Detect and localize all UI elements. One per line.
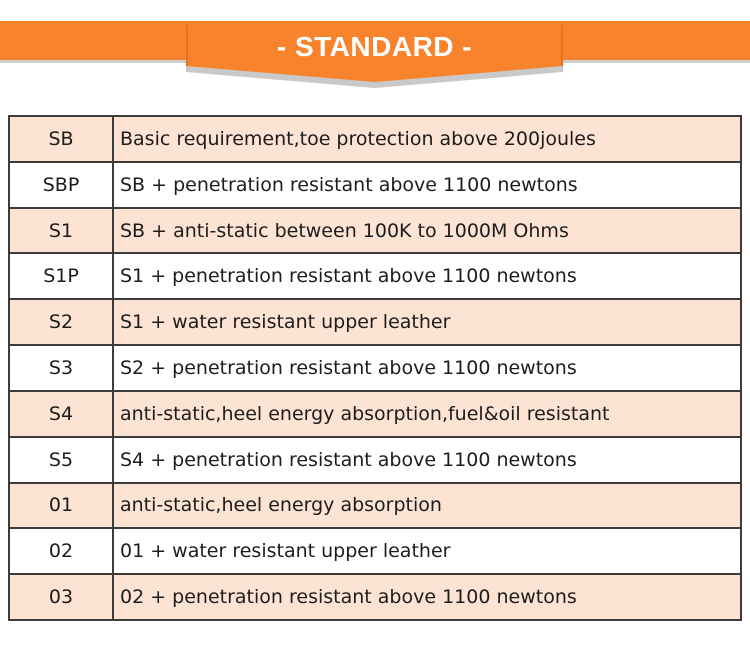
table-row: 03 02 + penetration resistant above 1100…: [8, 573, 742, 621]
ribbon-fold-right: [561, 25, 563, 66]
standard-code-cell: S1P: [8, 252, 114, 301]
standard-code-cell: 01: [8, 481, 114, 530]
table-row: 01 anti-static,heel energy absorption: [8, 481, 742, 530]
standard-description-cell: 02 + penetration resistant above 1100 ne…: [112, 573, 742, 621]
page-title: - STANDARD -: [276, 31, 473, 62]
standard-code-cell: SB: [8, 115, 114, 163]
standard-code-cell: S2: [8, 298, 114, 347]
standard-code-cell: SBP: [8, 160, 114, 209]
table-row: S1 SB + anti-static between 100K to 1000…: [8, 206, 742, 255]
standard-code-cell: S4: [8, 389, 114, 438]
standards-table: SB Basic requirement,toe protection abov…: [8, 115, 742, 621]
standard-description-cell: SB + penetration resistant above 1100 ne…: [112, 160, 742, 209]
standard-description-cell: anti-static,heel energy absorption: [112, 481, 742, 530]
table-row: S1P S1 + penetration resistant above 110…: [8, 252, 742, 301]
table-row: S5 S4 + penetration resistant above 1100…: [8, 435, 742, 484]
standard-description-cell: S2 + penetration resistant above 1100 ne…: [112, 344, 742, 392]
standard-code-cell: S3: [8, 344, 114, 392]
table-row: SBP SB + penetration resistant above 110…: [8, 160, 742, 209]
table-row: S4 anti-static,heel energy absorption,fu…: [8, 389, 742, 438]
standard-code-cell: 02: [8, 527, 114, 576]
standard-description-cell: S4 + penetration resistant above 1100 ne…: [112, 435, 742, 484]
table-row: S2 S1 + water resistant upper leather: [8, 298, 742, 347]
standard-description-cell: Basic requirement,toe protection above 2…: [112, 115, 742, 163]
standard-code-cell: S1: [8, 206, 114, 255]
table-row: SB Basic requirement,toe protection abov…: [8, 115, 742, 163]
table-row: 02 01 + water resistant upper leather: [8, 527, 742, 576]
table-row: S3 S2 + penetration resistant above 1100…: [8, 344, 742, 392]
standard-description-cell: S1 + water resistant upper leather: [112, 298, 742, 347]
ribbon-fold-left: [186, 25, 188, 66]
standard-description-cell: anti-static,heel energy absorption,fuel&…: [112, 389, 742, 438]
standard-description-cell: 01 + water resistant upper leather: [112, 527, 742, 576]
standard-description-cell: SB + anti-static between 100K to 1000M O…: [112, 206, 742, 255]
standard-description-cell: S1 + penetration resistant above 1100 ne…: [112, 252, 742, 301]
standard-code-cell: S5: [8, 435, 114, 484]
standard-code-cell: 03: [8, 573, 114, 621]
